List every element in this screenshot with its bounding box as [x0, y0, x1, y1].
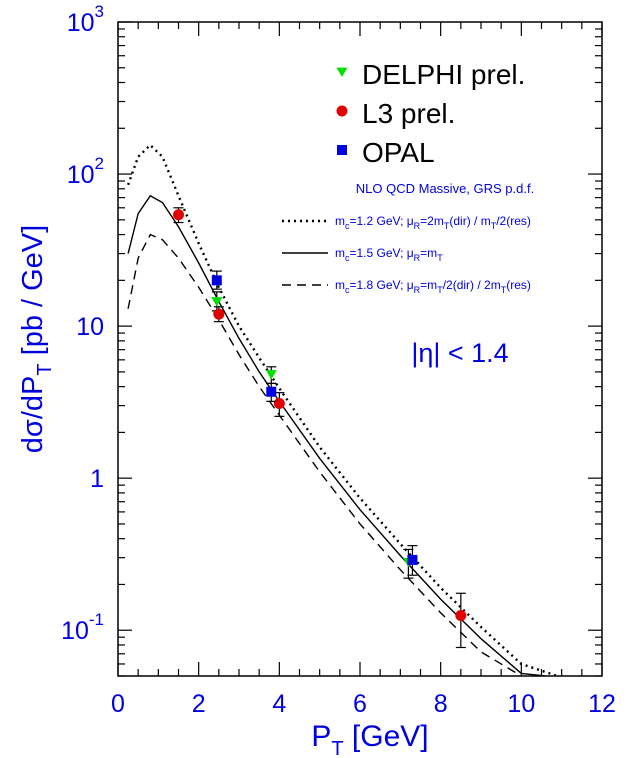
eta-annotation: |η| < 1.4 [411, 338, 508, 368]
data-point-triangle-down [265, 370, 277, 380]
legend-theory-label: mc=1.2 GeV; μR=2mT(dir) / mT/2(res) [335, 214, 531, 231]
y-tick-label: 103 [67, 2, 104, 37]
x-tick-label: 4 [272, 690, 286, 718]
legend-marker-circle [336, 105, 348, 117]
theory-title: NLO QCD Massive, GRS p.d.f. [356, 181, 534, 196]
plot-frame [117, 21, 603, 677]
x-tick-label: 8 [434, 690, 448, 718]
legend-label: OPAL [362, 137, 435, 168]
data-point-circle [173, 209, 184, 221]
data-point-square [211, 275, 222, 286]
data-point-circle [455, 609, 467, 621]
legend: DELPHI prel. L3 prel. OPAL NLO QCD Massive,… [282, 59, 534, 295]
x-tick-label: 10 [507, 690, 535, 718]
x-axis: 0 2 4 6 8 10 12 PT [GeV] [111, 22, 616, 758]
legend-marker-square [337, 145, 347, 155]
legend-label: L3 prel. [362, 98, 455, 129]
x-tick-label: 0 [111, 690, 125, 718]
y-tick-label: 1 [90, 465, 104, 493]
data-point-square [407, 554, 418, 565]
data-point-circle [213, 308, 225, 320]
y-tick-label: 102 [67, 154, 104, 189]
y-tick-label: 10-1 [61, 610, 104, 645]
legend-label: DELPHI prel. [362, 59, 525, 90]
x-tick-label: 6 [353, 690, 367, 718]
theory-curve-dashed [127, 233, 522, 676]
data-points [173, 207, 467, 649]
x-tick-label: 2 [192, 690, 206, 718]
theory-curves [126, 143, 558, 676]
y-axis-title: dσ/dPT [pb / GeV] [17, 225, 56, 453]
x-tick-label: 12 [588, 690, 616, 718]
y-tick-label: 10 [76, 313, 104, 341]
legend-theory-label: mc=1.5 GeV; μR=mT [335, 246, 443, 263]
legend-theory-label: mc=1.8 GeV; μR=mT/2(dir) / 2mT(res) [335, 278, 531, 295]
data-point-circle [273, 397, 285, 409]
x-axis-title: PT [GeV] [311, 720, 428, 758]
data-point-square [266, 386, 277, 397]
data-point-triangle-down [211, 297, 223, 307]
theory-curve-solid [127, 194, 546, 676]
legend-marker-triangle-down [336, 67, 348, 77]
plot-border [117, 21, 603, 677]
